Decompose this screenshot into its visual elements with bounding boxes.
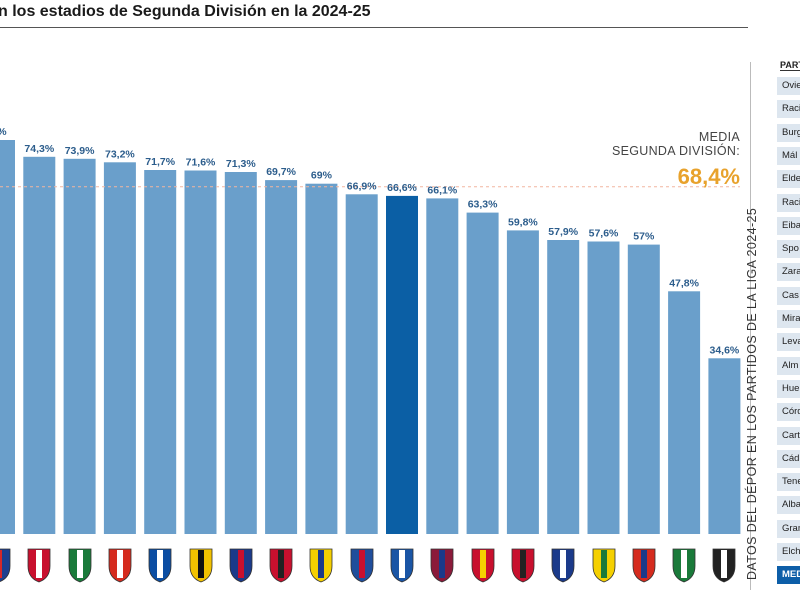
bar-value-label: 59,8% bbox=[508, 216, 538, 228]
table-row: Leva bbox=[777, 333, 800, 352]
bar-value-label: 73,2% bbox=[105, 148, 135, 160]
tenerife-crest-icon bbox=[551, 548, 575, 583]
table-row: Raci bbox=[777, 100, 800, 119]
table-row: Ovie bbox=[777, 77, 800, 95]
table-row: MED bbox=[777, 566, 800, 585]
bar-tenerife bbox=[547, 240, 580, 534]
levante-crest-icon bbox=[430, 548, 454, 583]
bar-eldense bbox=[0, 140, 15, 534]
table-row: Cas bbox=[777, 286, 800, 305]
bar-sporting bbox=[103, 162, 136, 535]
table-row: Mál bbox=[777, 146, 800, 165]
table-row: Elch bbox=[777, 543, 800, 561]
table-row: Spo bbox=[777, 240, 800, 259]
table-row: Elde bbox=[777, 170, 800, 189]
bar-value-label: 73,9% bbox=[65, 145, 95, 157]
almeria-crest-icon bbox=[471, 548, 494, 583]
bar-elche bbox=[587, 241, 620, 534]
albacete-crest-icon bbox=[511, 548, 535, 583]
mean-label: MEDIA SEGUNDA DIVISIÓN: bbox=[612, 130, 740, 158]
bar-huesca bbox=[224, 172, 257, 534]
bar-value-label: 47,8% bbox=[669, 277, 699, 289]
bar-value-label: 71,7% bbox=[145, 156, 175, 168]
bar-cadiz bbox=[305, 183, 338, 534]
cadiz-crest-icon bbox=[309, 548, 333, 583]
bar-racing-ferrol bbox=[63, 158, 96, 535]
bar-value-label: 69,7% bbox=[266, 166, 296, 178]
title-rule bbox=[0, 27, 748, 28]
eldense-crest-icon bbox=[0, 548, 11, 583]
bar-granada bbox=[23, 156, 56, 535]
bar-eibar bbox=[345, 194, 378, 535]
bar-value-label: 6% bbox=[0, 126, 7, 138]
bar-value-label: 71,3% bbox=[226, 158, 256, 170]
zaragoza-crest-icon bbox=[632, 548, 656, 583]
bar-chart: 6% 74,3% 73,9% 73,2% 71,7% 71,6% 71,3% 69,7% 69%… bbox=[0, 126, 741, 535]
bar-value-label: 34,6% bbox=[710, 344, 740, 356]
oviedo-crest-icon bbox=[148, 548, 172, 583]
bar-value-label: 66,9% bbox=[347, 180, 377, 192]
bar-value-label: 57,6% bbox=[589, 228, 619, 240]
eibar-crest-icon bbox=[350, 548, 374, 583]
deportivo-crest-icon bbox=[390, 548, 414, 583]
table-row: Mira bbox=[777, 310, 800, 328]
racing-santander-crest-icon bbox=[672, 548, 696, 583]
mean-label-line1: MEDIA bbox=[698, 130, 740, 144]
table-row: Alba bbox=[777, 496, 800, 515]
bar-deportivo bbox=[386, 195, 418, 534]
bar-almeria bbox=[466, 212, 499, 534]
cartagena-crest-icon bbox=[712, 548, 736, 583]
granada-crest-icon bbox=[27, 548, 51, 583]
bar-value-label: 66,6% bbox=[387, 182, 417, 194]
table-row: Eiba bbox=[777, 216, 800, 235]
panel-divider bbox=[750, 62, 751, 590]
bar-castellon bbox=[184, 170, 217, 534]
sporting-crest-icon bbox=[108, 548, 132, 583]
bar-value-label: 57,9% bbox=[548, 226, 578, 238]
chart-title: n los estadios de Segunda División en la… bbox=[0, 3, 371, 20]
table-header: PART bbox=[780, 60, 800, 71]
bar-mirandes bbox=[265, 180, 298, 534]
racing-ferrol-crest-icon bbox=[68, 548, 91, 583]
castellon-crest-icon bbox=[189, 548, 212, 583]
bar-racing-santander bbox=[668, 291, 701, 534]
bar-value-label: 71,6% bbox=[186, 157, 216, 169]
mean-value: 68,4% bbox=[677, 164, 740, 189]
table-row: Tene bbox=[777, 473, 800, 492]
table-row: Córd bbox=[777, 403, 800, 422]
side-caption: DATOS DEL DÉPOR EN LOS PARTIDOS DE LA LI… bbox=[745, 207, 759, 580]
table-row: Hue bbox=[777, 379, 800, 398]
bar-albacete bbox=[506, 230, 539, 534]
mirandes-crest-icon bbox=[269, 548, 293, 583]
table-row: Burg bbox=[777, 123, 800, 142]
table-row: Raci bbox=[777, 193, 800, 212]
bar-zaragoza bbox=[627, 244, 660, 534]
bar-value-label: 69% bbox=[311, 170, 333, 182]
bar-value-label: 63,3% bbox=[468, 199, 498, 211]
huesca-crest-icon bbox=[229, 548, 253, 583]
table-row: Cart bbox=[777, 426, 800, 445]
mean-label-line2: SEGUNDA DIVISIÓN: bbox=[611, 144, 740, 158]
elche-crest-icon bbox=[592, 548, 615, 583]
table-row: Gran bbox=[777, 519, 800, 538]
table-row: Zara bbox=[777, 263, 800, 282]
bar-value-label: 74,3% bbox=[24, 143, 54, 155]
bar-levante bbox=[426, 198, 459, 534]
bar-value-label: 66,1% bbox=[427, 184, 457, 196]
table-row: Alm bbox=[777, 356, 800, 375]
bar-value-label: 57% bbox=[633, 231, 655, 243]
bar-cartagena bbox=[708, 358, 741, 534]
table-row: Cád bbox=[777, 449, 800, 468]
bar-oviedo bbox=[144, 170, 177, 534]
